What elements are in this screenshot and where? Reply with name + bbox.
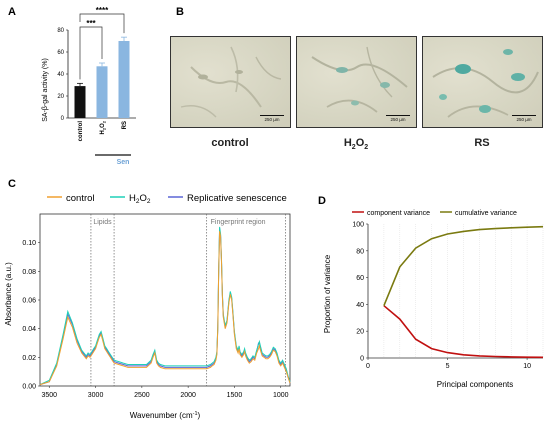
panel-c-ytick-label: 0.08 (22, 269, 36, 276)
category-label-h2o2: H2O2 (100, 120, 107, 134)
panel-a-significance: ******* (79, 6, 125, 80)
bar-h2o2 (96, 66, 108, 118)
panel-d-ytick-label: 80 (356, 248, 364, 255)
panel-d-ytick-label: 100 (352, 222, 364, 229)
panel-c-xtick-label: 2000 (180, 392, 196, 399)
panel-d-xtick-label: 10 (523, 363, 531, 370)
scale-bar-h2o2: 250 µm (386, 114, 410, 122)
legend-label-cumulative: cumulative variance (455, 210, 517, 217)
panel-d-ytick-label: 0 (360, 356, 364, 363)
panel-c-xtick-label: 2500 (134, 392, 150, 399)
panel-b-letter-svg: B (176, 6, 184, 18)
panel-a-ytick-label: 20 (57, 94, 64, 100)
panel-a-bars: control H2O2 RS (74, 36, 131, 156)
spectrum-line-2 (39, 228, 291, 386)
panel-d-xtick-label: 0 (366, 363, 370, 370)
panel-c-xtick-label: 1500 (227, 392, 243, 399)
panel-d-xtick-label: 5 (446, 363, 450, 370)
panel-c-xlabel: Wavenumber (cm-1) (130, 411, 201, 420)
panel-b-letter: B (176, 6, 184, 18)
panel-a-ytick-label: 60 (57, 50, 64, 56)
panel-d-ylabel: Proportion of variance (323, 254, 332, 333)
scale-bar-rs: 250 µm (512, 114, 536, 122)
region-label-fingerprint: Fingerprint region (211, 219, 266, 226)
variance-line-component (383, 305, 544, 359)
panel-c-xtick-label: 3000 (88, 392, 104, 399)
legend-label-control: control (66, 193, 95, 204)
panel-c-legend: control H2O2 Replicative senescence (47, 193, 287, 205)
panel-a-letter: A (8, 6, 16, 18)
sig-bracket-rs (79, 13, 125, 34)
panel-d-ytick-label: 40 (356, 302, 364, 309)
micrograph-h2o2-cells (311, 46, 408, 113)
sig-label-rs: **** (96, 6, 109, 15)
panel-a: A SA-β-gal activity (%) 0 20 40 60 80 contro… (8, 6, 136, 166)
panel-d-xlabel: Principal components (437, 380, 513, 389)
region-label-lipids: Lipids (93, 219, 112, 226)
panel-d-letter: D (318, 195, 326, 207)
panel-a-ytick-label: 80 (57, 28, 64, 34)
panel-a-group-label: Sen (117, 159, 130, 166)
panel-a-ytick-label: 40 (57, 72, 64, 78)
variance-line-cumulative (383, 225, 544, 307)
micrograph-rs-cells (432, 49, 539, 118)
panel-d-ytick-label: 60 (356, 275, 364, 282)
legend-label-h2o2: H2O2 (129, 193, 151, 205)
micrograph-label-control: control (211, 137, 249, 149)
panel-c-ytick-label: 0.10 (22, 240, 36, 247)
panel-c-plot: 0.00 0.02 0.04 0.06 0.08 0.10 3500 3000 2500 2000… (22, 213, 291, 399)
spectrum-line-0 (39, 231, 291, 386)
panel-c-ylabel: Absorbance (a.u.) (4, 262, 13, 326)
bar-rs (118, 41, 130, 118)
panel-d-plot: 0 20 40 60 80 100 0 5 10 component variance cumula… (352, 210, 544, 370)
micrograph-label-h2o2: H2O2 (343, 137, 369, 152)
spectrum-line-1 (39, 226, 291, 386)
panel-c-ytick-label: 0.02 (22, 355, 36, 362)
panel-c-xtick-label: 1000 (273, 392, 289, 399)
panel-c-xtick-label: 3500 (41, 392, 57, 399)
panel-d: D Proportion of variance Principal compo… (318, 195, 544, 389)
panel-c-ytick-label: 0.00 (22, 384, 36, 391)
sig-bracket-h2o2 (79, 26, 103, 80)
micrograph-control-cells (180, 46, 282, 118)
panel-a-ytick-label: 0 (61, 116, 65, 122)
panel-c: C control H2O2 Replicative senescence Ab… (4, 178, 291, 420)
category-label-rs: RS (122, 121, 128, 129)
panel-a-ylabel: SA-β-gal activity (%) (42, 58, 49, 122)
legend-label-component: component variance (367, 210, 430, 217)
panel-c-letter: C (8, 178, 16, 190)
micrograph-h2o2: 250 µm (296, 36, 417, 128)
legend-label-rs: Replicative senescence (187, 193, 287, 204)
category-label-control: control (78, 121, 84, 142)
sig-label-h2o2: *** (86, 19, 96, 28)
panel-d-ytick-label: 20 (356, 329, 364, 336)
micrograph-rs: 250 µm (422, 36, 543, 128)
panel-c-ytick-label: 0.06 (22, 298, 36, 305)
scale-bar-control: 250 µm (260, 114, 284, 122)
micrograph-control: 250 µm (170, 36, 291, 128)
micrograph-label-rs: RS (474, 137, 490, 149)
panel-c-ytick-label: 0.04 (22, 326, 36, 333)
bar-control (74, 86, 86, 118)
